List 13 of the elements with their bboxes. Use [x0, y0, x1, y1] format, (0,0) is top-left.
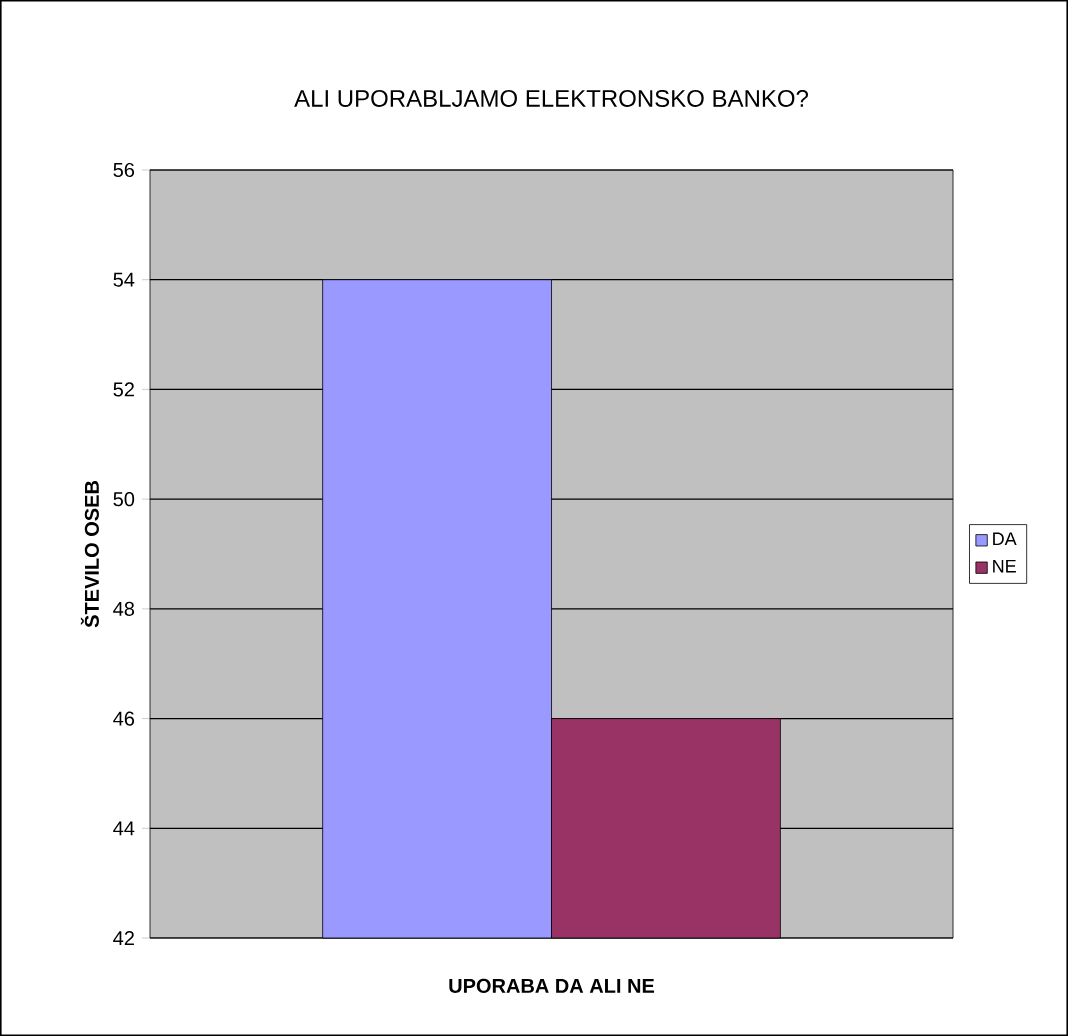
y-tick-label: 44 — [113, 821, 135, 836]
y-tick-label: 54 — [113, 272, 135, 287]
y-tick-label: 46 — [113, 711, 135, 726]
legend-label: DA — [993, 532, 1017, 545]
y-tick-label: 48 — [113, 601, 135, 616]
chart-title: ALI UPORABLJAMO ELEKTRONSKO BANKO? — [294, 89, 809, 107]
y-tick-label: 42 — [113, 931, 134, 945]
x-axis-title: UPORABA DA ALI NE — [449, 978, 655, 993]
y-tick-label: 52 — [113, 382, 134, 397]
y-tick-label: 56 — [113, 162, 135, 178]
y-tick-label: 50 — [113, 492, 135, 507]
legend-label: NE — [993, 559, 1016, 573]
y-axis-title: ŠTEVILO OSEB — [80, 480, 99, 628]
